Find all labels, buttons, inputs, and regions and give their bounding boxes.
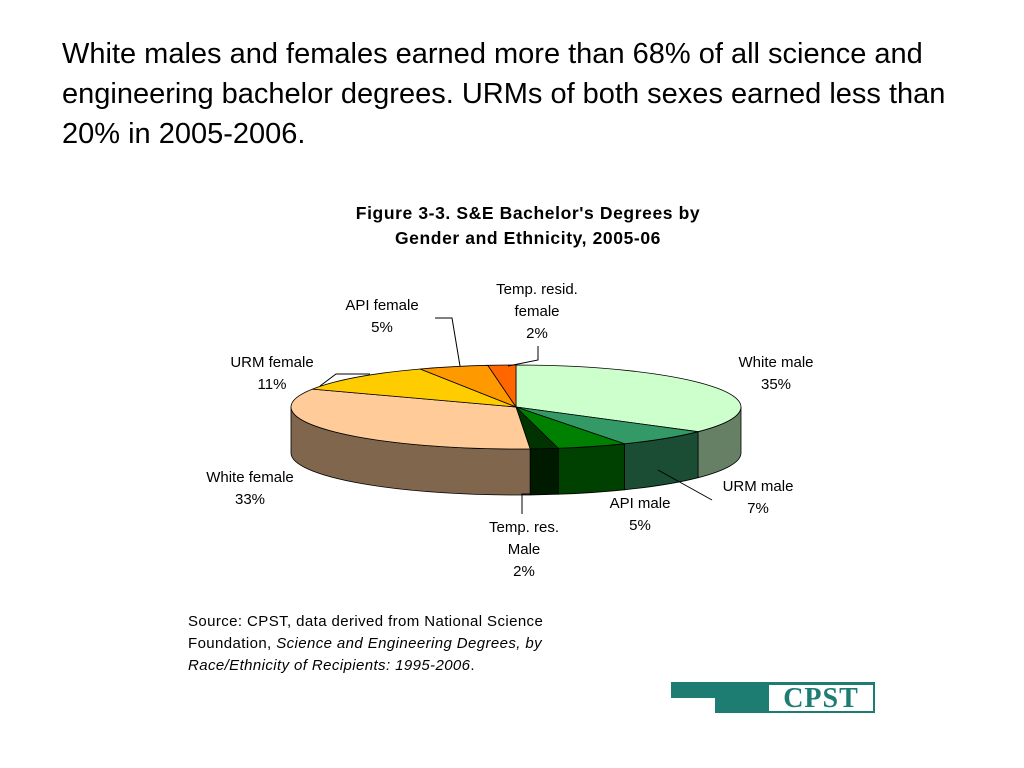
pie-slice-temp-resid-female bbox=[487, 364, 517, 409]
cpst-logo: CPST bbox=[671, 682, 875, 713]
slide-headline: White males and females earned more than… bbox=[62, 38, 946, 150]
slice-label-urm-male: URM male 7% bbox=[723, 478, 794, 517]
pie-slice-urm-female bbox=[312, 368, 517, 408]
slice-label-temp-res-male: Temp. res. Male 2% bbox=[489, 519, 559, 580]
pie-slice-urm-male bbox=[515, 406, 699, 445]
leader-line-urm-female bbox=[319, 373, 370, 387]
source-suffix: . bbox=[470, 657, 475, 674]
chart-title-line-2: Gender and Ethnicity, 2005-06 bbox=[394, 228, 662, 248]
chart-title-line-1: Figure 3-3. S&E Bachelor's Degrees by bbox=[355, 203, 701, 223]
leader-line-temp-res-male bbox=[521, 493, 530, 514]
pie-slice-white-male bbox=[515, 364, 742, 433]
pie-side-temp-res-male bbox=[529, 447, 559, 496]
slice-label-api-male: API male 5% bbox=[610, 495, 671, 534]
source-prefix: Source: CPST, data derived from National… bbox=[188, 613, 544, 652]
leader-line-temp-resid-female bbox=[507, 346, 539, 367]
slice-label-urm-female: URM female 11% bbox=[230, 354, 313, 393]
source-title: Science and Engineering Degrees, by Race… bbox=[188, 635, 543, 674]
slice-label-white-female: White female 33% bbox=[206, 469, 294, 508]
slice-label-temp-resid-female: Temp. resid. female 2% bbox=[496, 281, 578, 342]
chart-title: Figure 3-3. S&E Bachelor's Degrees by Ge… bbox=[240, 201, 816, 251]
slice-label-api-female: API female 5% bbox=[345, 297, 418, 336]
source-note: Source: CPST, data derived from National… bbox=[188, 611, 628, 677]
leader-line-api-female bbox=[435, 317, 461, 367]
slice-label-white-male: White male 35% bbox=[738, 354, 813, 393]
logo-text: CPST bbox=[769, 685, 873, 713]
leader-line-urm-male bbox=[657, 469, 713, 501]
pie-slice-white-female bbox=[290, 388, 531, 450]
pie-side-api-male bbox=[557, 443, 625, 495]
